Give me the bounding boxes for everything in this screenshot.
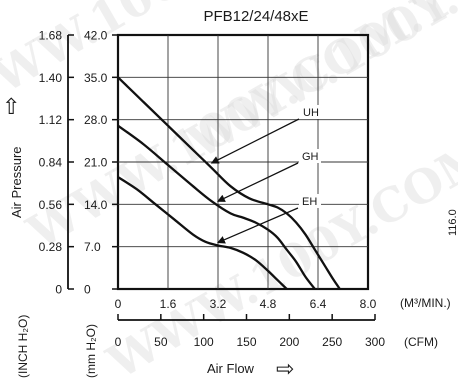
y-tick-label-inch: 1.40 bbox=[39, 71, 63, 85]
x-tick-label-cfm: 50 bbox=[154, 335, 168, 349]
x-tick-label-cfm: 150 bbox=[236, 335, 256, 349]
y-tick-label-mm: 7.0 bbox=[84, 240, 101, 254]
y-tick-label-mm: 35.0 bbox=[84, 71, 108, 85]
y-tick-label-inch: 0.84 bbox=[39, 156, 63, 170]
x-unit-cfm-label: (CFM) bbox=[404, 335, 438, 349]
x-tick-label-m3: 1.6 bbox=[160, 297, 177, 311]
curve-uh bbox=[117, 76, 341, 290]
y-tick-label-mm: 0 bbox=[84, 283, 91, 297]
x-tick-label-m3: 6.4 bbox=[310, 297, 327, 311]
right-arrow-icon: ⇨ bbox=[276, 356, 294, 381]
chart-title: PFB12/24/48xE bbox=[203, 8, 308, 25]
y-tick-label-inch: 0.28 bbox=[39, 240, 63, 254]
y-tick-label-inch: 0 bbox=[55, 283, 62, 297]
annotation-label-bg bbox=[299, 149, 321, 163]
x-tick-label-cfm: 100 bbox=[194, 335, 214, 349]
annotation-label-bg bbox=[300, 105, 322, 119]
annotation-arrow-uh bbox=[210, 118, 300, 164]
y-tick-label-mm: 28.0 bbox=[84, 113, 108, 127]
y-unit-inch-label: (INCH H₂O) bbox=[16, 315, 30, 378]
curve-gh bbox=[117, 124, 316, 290]
y-unit-mm-label: (mm H₂O) bbox=[84, 324, 98, 378]
up-arrow-icon: ⇧ bbox=[2, 94, 20, 119]
x-tick-label-m3: 4.8 bbox=[260, 297, 277, 311]
annotation-label-uh: UH bbox=[303, 107, 319, 119]
y-axis-title: Air Pressure bbox=[9, 146, 24, 218]
x-axis-cfm: 0 50 100 150 200 250 300 bbox=[115, 314, 385, 349]
y-tick-label-inch: 1.68 bbox=[39, 29, 63, 43]
y-tick-label-mm: 42.0 bbox=[84, 29, 108, 43]
annotation-label-eh: EH bbox=[302, 196, 317, 208]
y-tick-label-mm: 21.0 bbox=[84, 156, 108, 170]
x-tick-label-m3: 0 bbox=[115, 297, 122, 311]
annotation-arrow-gh bbox=[216, 162, 299, 202]
annotation-label-gh: GH bbox=[302, 151, 319, 163]
x-tick-label-cfm: 300 bbox=[365, 335, 385, 349]
x-axis-title: Air Flow bbox=[207, 361, 255, 376]
partial-edge-label: 116.0 bbox=[447, 209, 458, 236]
x-tick-label-cfm: 0 bbox=[115, 335, 122, 349]
y-axis-inch: 0 0.28 0.56 0.84 1.12 1.40 1.68 bbox=[39, 29, 74, 297]
curve-series bbox=[117, 76, 341, 290]
x-tick-label-cfm: 200 bbox=[279, 335, 299, 349]
x-tick-label-m3: 8.0 bbox=[360, 297, 377, 311]
curve-annotations: UH GH EH bbox=[210, 105, 322, 244]
x-tick-label-cfm: 250 bbox=[322, 335, 342, 349]
y-axis-mm: 0 7.0 14.0 21.0 28.0 35.0 42.0 bbox=[84, 29, 118, 297]
y-tick-label-inch: 1.12 bbox=[39, 113, 63, 127]
x-axis-m3: 0 1.6 3.2 4.8 6.4 8.0 bbox=[115, 297, 377, 311]
annotation-label-bg bbox=[299, 194, 321, 208]
annotation-arrow-eh bbox=[216, 207, 299, 244]
y-tick-label-mm: 14.0 bbox=[84, 198, 108, 212]
curve-eh bbox=[117, 176, 288, 290]
y-tick-label-inch: 0.56 bbox=[39, 198, 63, 212]
x-tick-label-m3: 3.2 bbox=[210, 297, 227, 311]
x-unit-m3-label: (M³/MIN.) bbox=[400, 296, 451, 310]
